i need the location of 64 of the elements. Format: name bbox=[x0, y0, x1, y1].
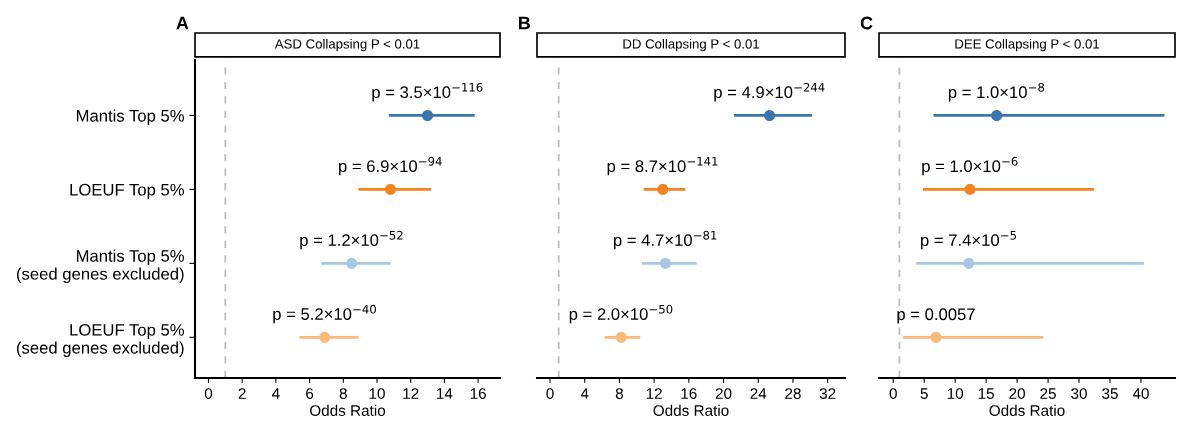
y-tick-label: LOEUF Top 5% (seed genes excluded) bbox=[17, 323, 184, 358]
point bbox=[319, 331, 331, 343]
text: B bbox=[519, 16, 531, 30]
annotation: p = 1.2×10$^{−52}$ bbox=[300, 230, 403, 250]
x-tick-label: 12 bbox=[646, 388, 662, 399]
x-tick-label: 16 bbox=[681, 388, 697, 399]
y-tick-label: Mantis Top 5% bbox=[76, 109, 184, 125]
point bbox=[930, 331, 942, 343]
x-tick-label: 28 bbox=[785, 388, 801, 399]
x-tick-label: 35 bbox=[1102, 388, 1118, 399]
chart-title: DD Collapsing P < 0.01 bbox=[623, 38, 759, 52]
x-axis-title: Odds Ratio bbox=[989, 404, 1065, 416]
point bbox=[384, 183, 397, 195]
x-axis-title: Odds Ratio bbox=[310, 404, 386, 416]
annotation: p = 4.7×10$^{−81}$ bbox=[613, 230, 717, 250]
point bbox=[615, 331, 627, 343]
point bbox=[763, 109, 776, 122]
x-tick-label: 8 bbox=[615, 388, 624, 399]
x-tick-label: 4 bbox=[271, 388, 280, 399]
x-tick-label: 30 bbox=[1071, 388, 1087, 399]
x-tick-label: 6 bbox=[306, 388, 314, 399]
annotation: p = 1.0×10$^{−8}$ bbox=[948, 82, 1045, 102]
x-tick-label: 10 bbox=[369, 388, 385, 399]
x-tick-label: 10 bbox=[947, 388, 964, 399]
point bbox=[657, 183, 669, 195]
x-tick-label: 20 bbox=[715, 388, 732, 399]
annotation: p = 4.9×10$^{−244}$ bbox=[714, 82, 825, 102]
annotation: p = 0.0057 bbox=[897, 308, 975, 324]
chart-title: DEE Collapsing P < 0.01 bbox=[955, 38, 1100, 52]
point bbox=[991, 109, 1003, 122]
point bbox=[421, 109, 434, 122]
x-tick-label: 15 bbox=[978, 388, 994, 399]
point bbox=[346, 257, 358, 269]
annotation: p = 5.2×10$^{−40}$ bbox=[273, 304, 376, 324]
point bbox=[963, 257, 975, 269]
x-tick-label: 4 bbox=[580, 388, 589, 399]
y-tick-label: LOEUF Top 5% bbox=[70, 183, 184, 199]
annotation: p = 2.0×10$^{−50}$ bbox=[569, 304, 673, 324]
x-axis-title: Odds Ratio bbox=[653, 404, 729, 416]
x-tick-label: 0 bbox=[546, 388, 554, 399]
annotation: p = 1.0×10$^{−6}$ bbox=[922, 156, 1018, 176]
x-tick-label: 8 bbox=[339, 388, 347, 399]
x-tick-label: 40 bbox=[1132, 388, 1149, 399]
x-tick-label: 25 bbox=[1040, 388, 1056, 399]
x-tick-label: 20 bbox=[1009, 388, 1025, 399]
x-tick-label: 32 bbox=[819, 388, 836, 399]
x-tick-label: 24 bbox=[750, 388, 767, 399]
x-tick-label: 12 bbox=[403, 388, 419, 399]
x-tick-label: 2 bbox=[238, 388, 246, 399]
annotation: p = 6.9×10$^{−94}$ bbox=[339, 156, 442, 176]
annotation: p = 8.7×10$^{−141}$ bbox=[607, 157, 718, 176]
annotation: p = 7.4×10$^{−5}$ bbox=[921, 230, 1016, 250]
point bbox=[659, 257, 671, 269]
annotation: p = 3.5×10$^{−116}$ bbox=[372, 82, 483, 102]
y-tick-label: Mantis Top 5% (seed genes excluded) bbox=[17, 249, 184, 284]
x-tick-label: 5 bbox=[920, 388, 928, 399]
chart-title: ASD Collapsing P < 0.01 bbox=[274, 38, 420, 52]
text: C bbox=[860, 16, 873, 30]
x-tick-label: 0 bbox=[204, 388, 213, 399]
text: A bbox=[176, 16, 189, 30]
x-tick-label: 0 bbox=[889, 388, 897, 399]
point bbox=[964, 183, 976, 195]
x-tick-label: 14 bbox=[437, 388, 453, 399]
x-tick-label: 16 bbox=[470, 388, 486, 399]
